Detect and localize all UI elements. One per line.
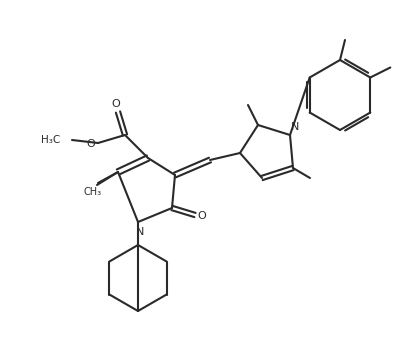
Text: O: O xyxy=(198,211,206,221)
Text: N: N xyxy=(291,122,299,132)
Text: N: N xyxy=(136,227,144,237)
Text: O: O xyxy=(112,99,120,109)
Text: CH₃: CH₃ xyxy=(84,187,102,197)
Text: H₃C: H₃C xyxy=(41,135,60,145)
Text: O: O xyxy=(87,139,95,149)
